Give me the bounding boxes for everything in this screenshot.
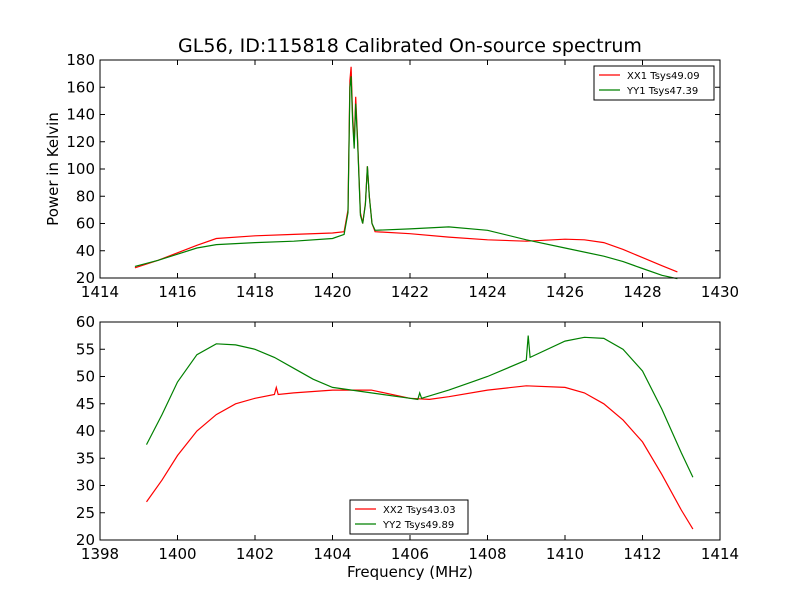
y-tick-label: 45	[76, 395, 95, 413]
legend: XX1 Tsys49.09 YY1 Tsys47.39	[593, 65, 715, 101]
y-tick-label: 140	[66, 106, 95, 124]
y-tick-label: 100	[66, 160, 95, 178]
y-tick-label: 30	[76, 477, 95, 495]
x-tick-label: 1420	[313, 283, 351, 301]
x-tick-label: 1414	[701, 545, 739, 563]
legend-entry: XX1 Tsys49.09	[627, 71, 700, 82]
y-tick-label: 60	[76, 215, 95, 233]
y-tick-label: 40	[76, 422, 95, 440]
x-tick-label: 1424	[468, 283, 506, 301]
y-tick-label: 120	[66, 133, 95, 151]
legend-entry: YY1 Tsys47.39	[626, 86, 698, 97]
x-tick-label: 1410	[546, 545, 584, 563]
legend-entry: XX2 Tsys43.03	[383, 505, 456, 516]
x-tick-label: 1402	[236, 545, 274, 563]
y-tick-label: 20	[76, 531, 95, 549]
x-tick-label: 1398	[81, 545, 119, 563]
y-tick-label: 80	[76, 187, 95, 205]
figure-title: GL56, ID:115818 Calibrated On-source spe…	[178, 35, 642, 57]
legend-box	[593, 65, 715, 101]
x-axis-label: Frequency (MHz)	[347, 563, 473, 581]
series-line-1	[146, 385, 694, 530]
x-tick-label: 1426	[546, 283, 584, 301]
x-tick-label: 1430	[701, 283, 739, 301]
x-tick-label: 1400	[158, 545, 196, 563]
series-line-2	[145, 335, 694, 478]
x-tick-label: 1412	[623, 545, 661, 563]
x-tick-label: 1408	[468, 545, 506, 563]
upper-plot: 1414 1416 1418 1420 1422 1424 1426 1428 1430 20 40…	[44, 51, 739, 301]
y-tick-label: 160	[66, 78, 95, 96]
y-tick-label: 35	[76, 449, 95, 467]
y-tick-label: 40	[76, 242, 95, 260]
y-tick-label: 50	[76, 368, 95, 386]
x-tick-label: 1418	[236, 283, 274, 301]
x-tick-label: 1404	[313, 545, 351, 563]
x-tick-label: 1406	[391, 545, 429, 563]
y-tick-label: 20	[76, 269, 95, 287]
x-tick-label: 1422	[391, 283, 429, 301]
y-tick-label: 25	[76, 504, 95, 522]
y-axis-label: Power in Kelvin	[44, 112, 62, 226]
x-tick-label: 1416	[158, 283, 196, 301]
y-tick-label: 60	[76, 313, 95, 331]
lower-plot: 1398 1400 1402 1404 1406 1408 1410 1412 1414 20 25…	[76, 313, 739, 581]
legend-box	[349, 499, 469, 535]
x-tick-label: 1414	[81, 283, 119, 301]
legend: XX2 Tsys43.03 YY2 Tsys49.89	[349, 499, 469, 535]
series-line-2	[134, 76, 678, 280]
y-tick-label: 55	[76, 340, 95, 358]
y-tick-label: 180	[66, 51, 95, 69]
legend-entry: YY2 Tsys49.89	[382, 520, 454, 531]
x-tick-label: 1428	[623, 283, 661, 301]
